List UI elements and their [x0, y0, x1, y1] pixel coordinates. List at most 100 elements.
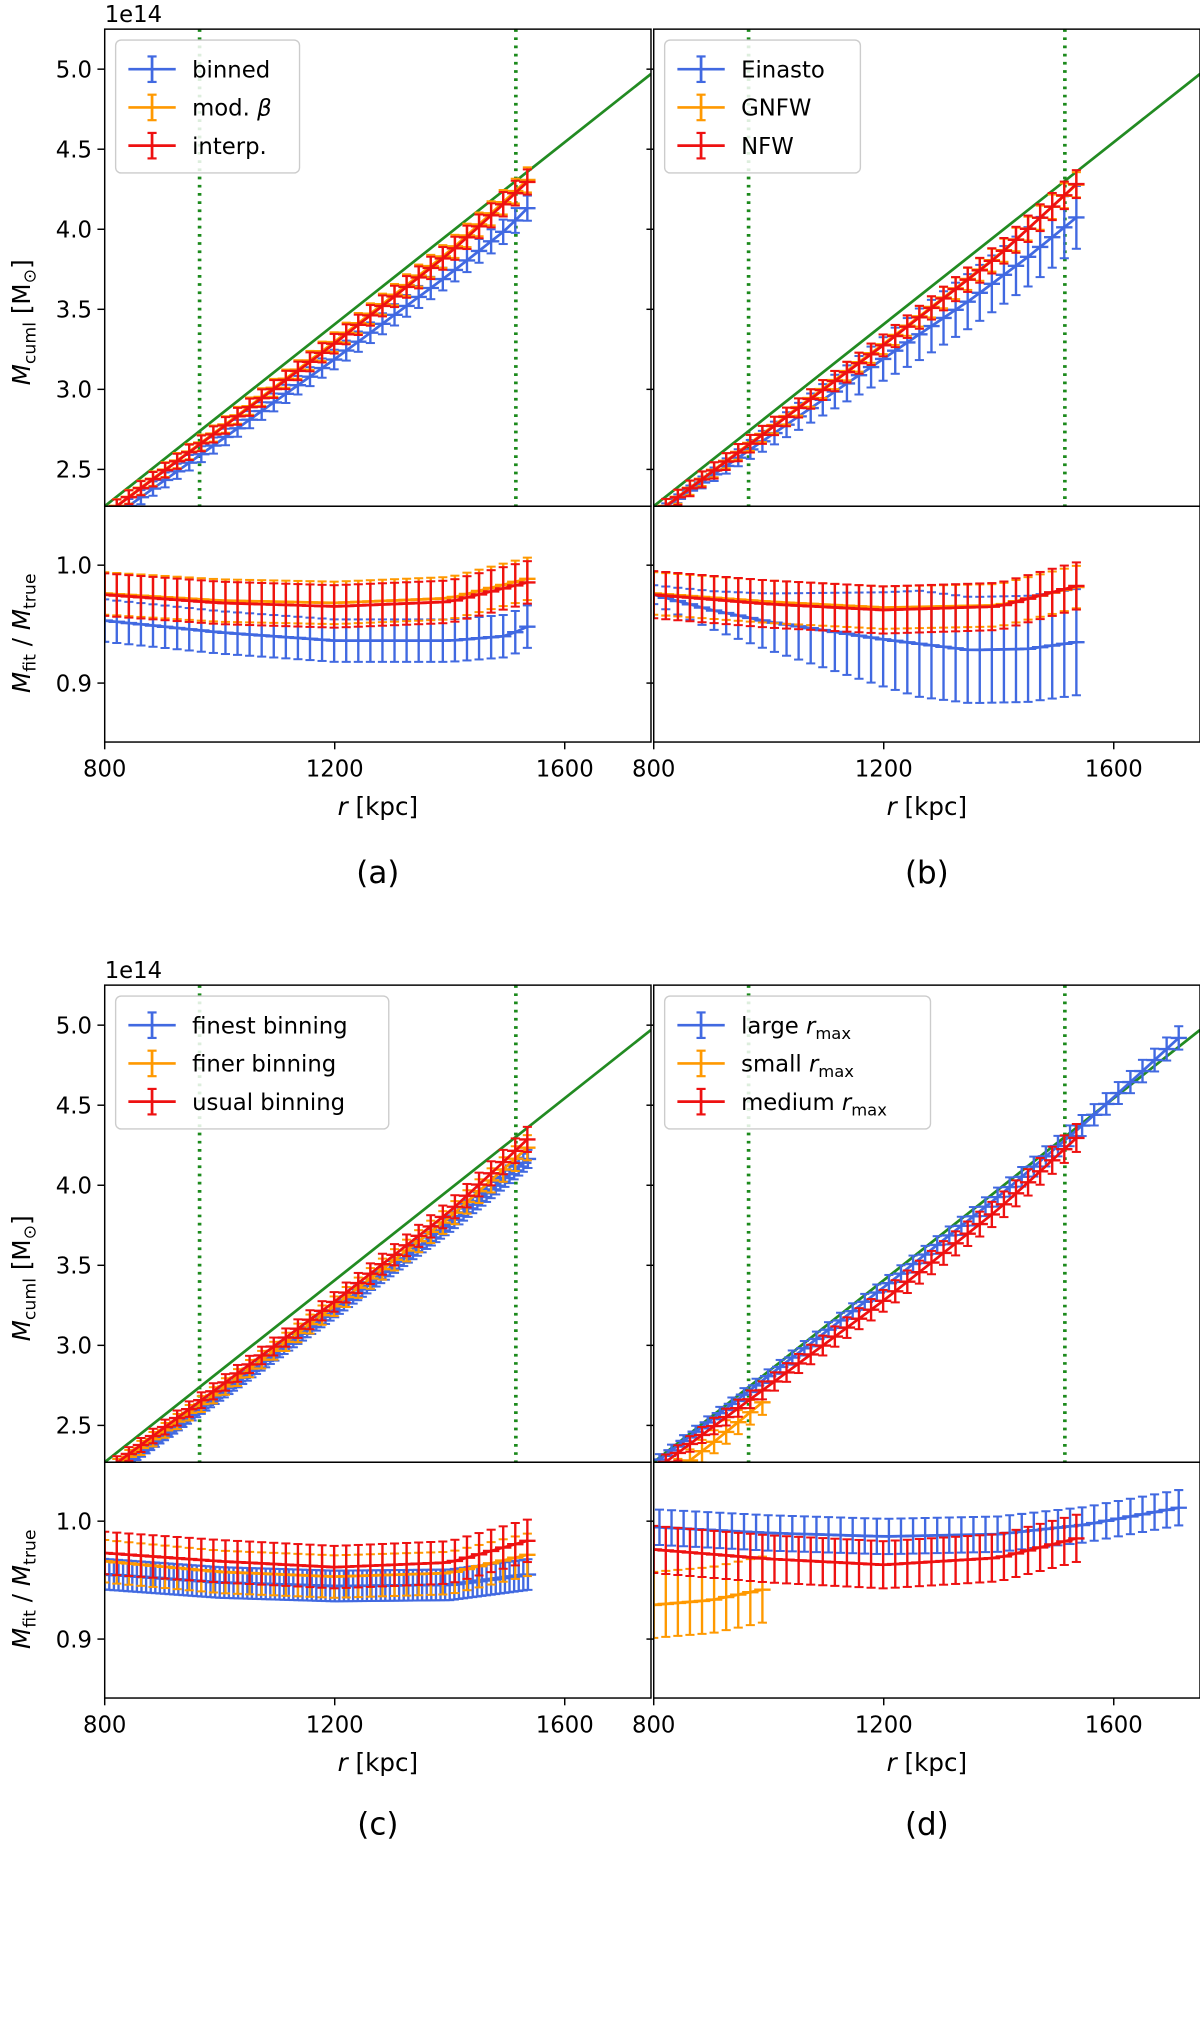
series-line — [115, 1138, 529, 1463]
legend: Einasto GNFW NFW — [663, 39, 862, 174]
legend-entry-usual-binning: usual binning — [128, 1087, 345, 1116]
y-tick-label: 4.0 — [56, 217, 92, 243]
panel-b: 800 1200 1600 r [kpc] Einasto GNFW NFW (b) — [632, 28, 1200, 891]
legend-label: interp. — [192, 134, 267, 160]
series-nfw-top — [657, 169, 1085, 507]
series-line — [663, 1136, 1078, 1463]
true-mass-line — [104, 72, 651, 507]
series-line — [685, 1401, 764, 1463]
legend-entry-interp: interp. — [128, 131, 267, 160]
y-tick-label: 2.5 — [56, 458, 92, 484]
series-usual-binning-ratio — [104, 1518, 536, 1590]
series-medium-r-max-ratio — [653, 1513, 1085, 1590]
x-axis-label: r [kpc] — [887, 1748, 967, 1777]
y-tick-label: 5.0 — [56, 1013, 92, 1039]
x-tick-label: 1600 — [536, 757, 594, 783]
series-line — [114, 180, 529, 507]
series-binned-ratio — [104, 598, 536, 663]
series-line — [663, 183, 1078, 507]
series-small-r-max-top — [673, 1388, 771, 1463]
series-usual-binning-top — [108, 1125, 536, 1463]
y-tick-label: 0.9 — [56, 671, 92, 697]
legend-label: NFW — [741, 134, 794, 160]
top-plot-area — [104, 985, 651, 1463]
y-tick-label: 3.5 — [56, 297, 92, 323]
ratio-axes-frame — [103, 1461, 652, 1699]
ratio-plot-area — [104, 556, 536, 663]
top-plot-area — [653, 985, 1200, 1463]
legend-entry-binned: binned — [128, 55, 270, 83]
y-axis-label-mass: Mcuml [M⊙] — [7, 1215, 40, 1341]
legend-label: medium rmax — [741, 1090, 887, 1119]
legend-label: usual binning — [192, 1090, 345, 1116]
legend-label: small rmax — [741, 1052, 854, 1081]
legend-entry-einasto: Einasto — [677, 55, 825, 83]
series-line — [114, 178, 529, 507]
y-tick-label: 4.5 — [56, 1093, 92, 1119]
y-tick-label: 1.0 — [56, 553, 92, 579]
legend-entry-finest-binning: finest binning — [128, 1011, 348, 1039]
series-large-r-max-ratio — [653, 1489, 1187, 1556]
legend-label: GNFW — [741, 96, 811, 122]
true-mass-line — [104, 1028, 651, 1463]
series-nfw-ratio — [653, 561, 1085, 635]
y-tick-label: 0.9 — [56, 1627, 92, 1653]
series-line — [104, 619, 528, 643]
x-tick-label: 1200 — [306, 1713, 364, 1739]
y-tick-label: 5.0 — [56, 57, 92, 83]
top-plot-area — [104, 29, 651, 507]
x-tick-label: 1600 — [1085, 757, 1143, 783]
legend: finest binning finer binning usual binning — [114, 995, 390, 1130]
panel-caption: (b) — [905, 855, 949, 891]
legend: large rmax small rmax medium rmax — [663, 995, 932, 1130]
series-small-r-max-ratio — [653, 1555, 771, 1639]
y-tick-label: 3.5 — [56, 1253, 92, 1279]
y-axis-label-ratio: Mfit / Mtrue — [7, 573, 40, 692]
y-tick-label: 3.0 — [56, 1334, 92, 1360]
legend-box — [663, 995, 932, 1130]
panel-caption: (c) — [357, 1807, 398, 1843]
top-plot-area — [653, 29, 1200, 507]
offset-label: 1e14 — [105, 2, 162, 28]
legend-label: finest binning — [192, 1013, 348, 1039]
x-tick-label: 800 — [632, 757, 675, 783]
series-line — [664, 216, 1078, 507]
y-tick-label: 1.0 — [56, 1509, 92, 1535]
legend-label: large rmax — [741, 1013, 851, 1042]
series-line — [126, 207, 529, 507]
panel-a: 2.5 3.0 3.5 4.0 4.5 5.0 0.9 1.0 800 1200 1600 r [kp… — [7, 2, 652, 891]
series-interp-top — [108, 168, 536, 507]
series-mod-top — [108, 166, 536, 507]
x-axis-label: r [kpc] — [338, 1748, 418, 1777]
ratio-axes-frame — [103, 505, 652, 743]
y-tick-label: 4.5 — [56, 137, 92, 163]
series-line — [663, 183, 1078, 507]
x-tick-label: 1600 — [536, 1713, 594, 1739]
panel-caption: (a) — [356, 855, 399, 891]
x-tick-label: 800 — [83, 757, 126, 783]
y-axis-label-ratio: Mfit / Mtrue — [7, 1529, 40, 1648]
x-tick-label: 800 — [632, 1713, 675, 1739]
legend-entry-medium-r-max: medium rmax — [677, 1087, 887, 1119]
panel-caption: (d) — [905, 1807, 949, 1843]
x-tick-label: 1600 — [1085, 1713, 1143, 1739]
legend-entry-mod: mod. β — [128, 93, 272, 122]
legend-box — [663, 39, 862, 174]
series-gnfw-top — [657, 171, 1085, 507]
legend-entry-large-r-max: large rmax — [677, 1011, 851, 1043]
y-tick-label: 3.0 — [56, 378, 92, 404]
ratio-axes-frame — [652, 505, 1200, 743]
y-tick-label: 4.0 — [56, 1173, 92, 1199]
y-axis-label-mass: Mcuml [M⊙] — [7, 259, 40, 385]
x-tick-label: 1200 — [306, 757, 364, 783]
legend-entry-gnfw: GNFW — [677, 93, 811, 122]
x-tick-label: 800 — [83, 1713, 126, 1739]
panel-c: 2.5 3.0 3.5 4.0 4.5 5.0 0.9 1.0 800 1200 1600 r [kp… — [7, 958, 652, 1843]
x-axis-label: r [kpc] — [338, 792, 418, 821]
series-medium-r-max-top — [657, 1123, 1085, 1463]
legend-entry-nfw: NFW — [677, 131, 794, 160]
y-tick-label: 2.5 — [56, 1414, 92, 1440]
series-interp-ratio — [104, 560, 536, 629]
ratio-plot-area — [653, 1489, 1187, 1639]
legend: binned mod. β interp. — [114, 39, 301, 174]
